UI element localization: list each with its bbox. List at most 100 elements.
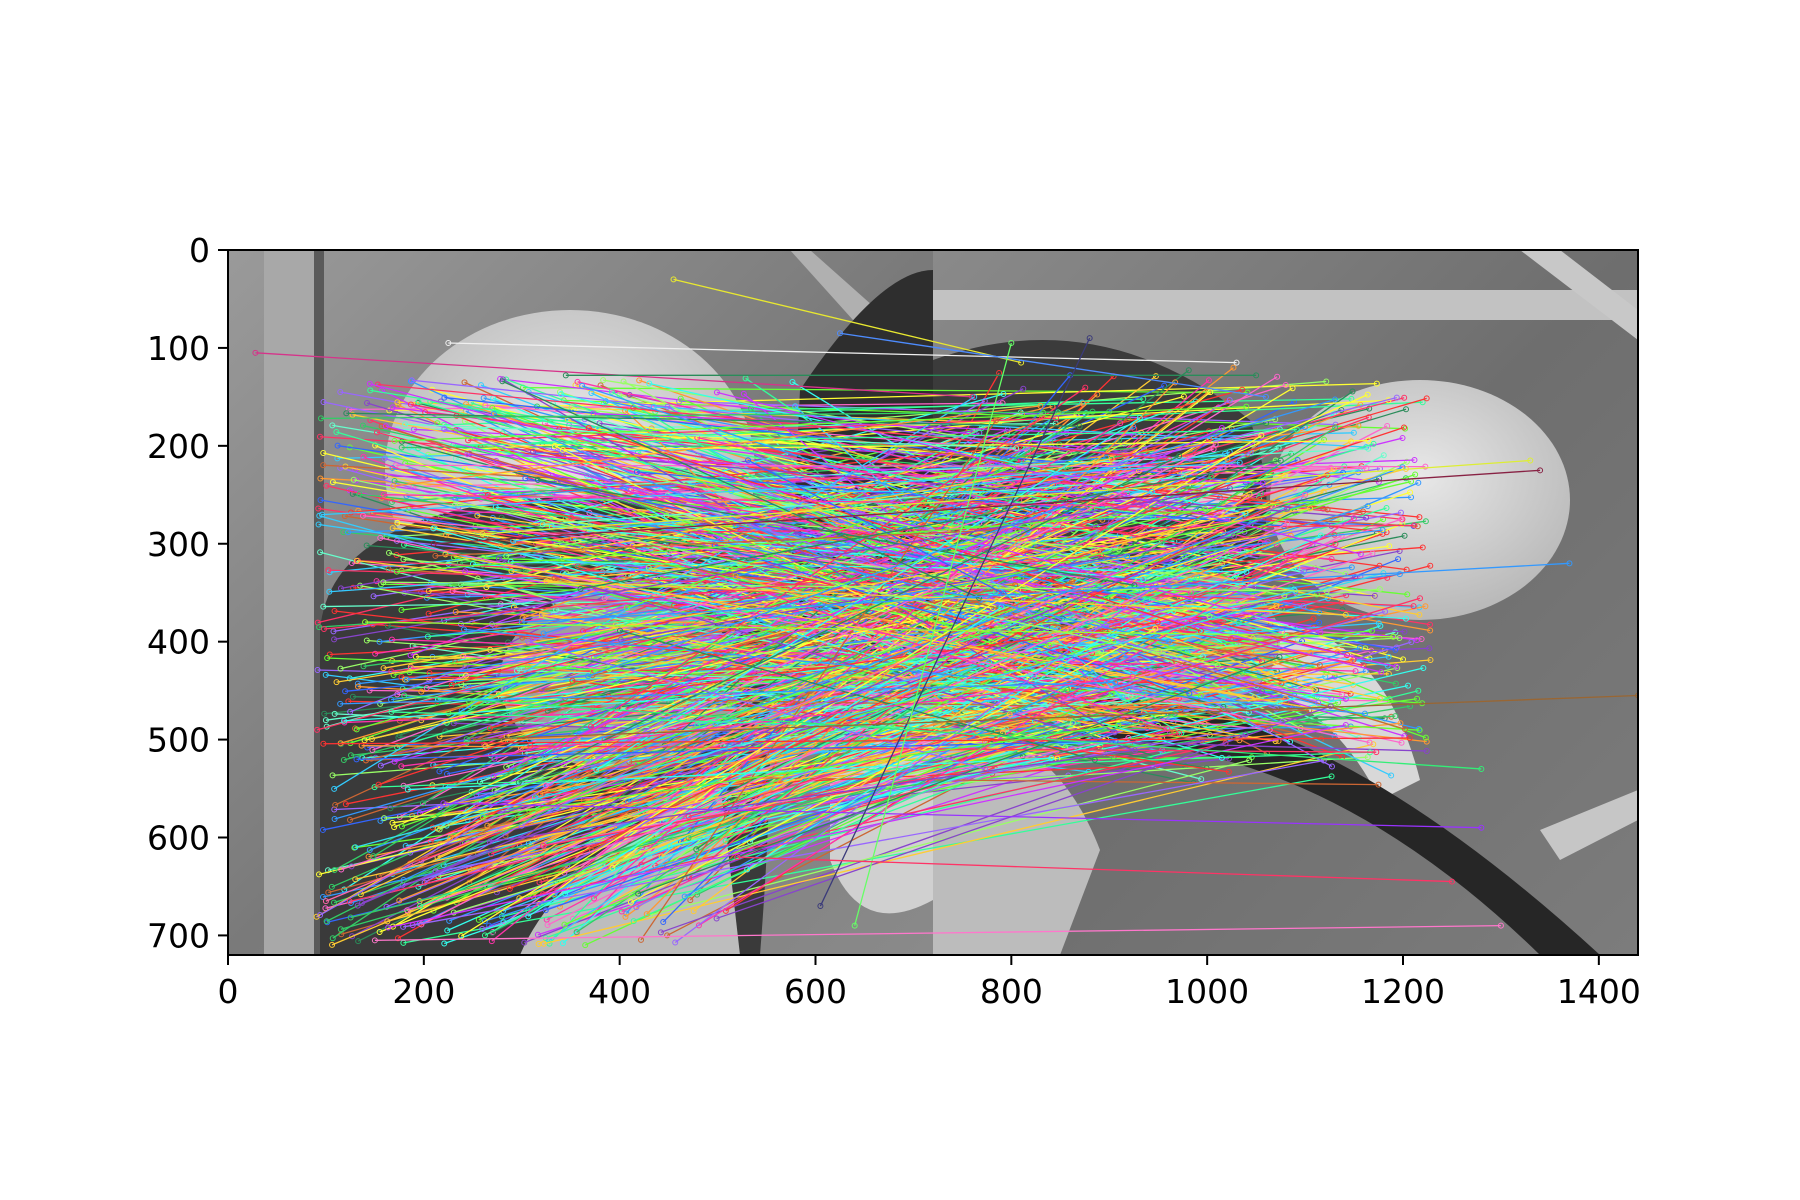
keypoint-marker — [1422, 603, 1429, 610]
keypoint-marker — [403, 676, 410, 683]
keypoint-marker — [630, 918, 637, 925]
keypoint-marker — [480, 395, 487, 402]
x-tick-label: 1000 — [1165, 972, 1249, 1011]
keypoint-marker — [1302, 491, 1309, 498]
keypoint-marker — [360, 422, 367, 429]
keypoint-marker — [544, 922, 551, 929]
keypoint-marker — [337, 388, 344, 395]
keypoint-marker — [425, 587, 432, 594]
keypoint-marker — [486, 725, 493, 732]
keypoint-marker — [1327, 703, 1334, 710]
keypoint-marker — [1208, 473, 1215, 480]
y-tick-label: 400 — [147, 623, 210, 662]
keypoint-marker — [483, 584, 490, 591]
keypoint-marker — [993, 417, 1000, 424]
match-line — [688, 400, 986, 565]
keypoint-marker — [1373, 749, 1380, 756]
keypoint-marker — [1426, 621, 1433, 628]
keypoint-marker — [1497, 922, 1504, 929]
keypoint-marker — [1125, 734, 1132, 741]
keypoint-marker — [1154, 619, 1161, 626]
keypoint-marker — [618, 908, 625, 915]
keypoint-marker — [326, 588, 333, 595]
keypoint-marker — [376, 638, 383, 645]
keypoint-marker — [1064, 686, 1071, 693]
keypoint-marker — [1426, 645, 1433, 652]
match-line — [854, 342, 1012, 926]
keypoint-marker — [1376, 695, 1383, 702]
keypoint-marker — [506, 885, 513, 892]
keypoint-marker — [322, 671, 329, 678]
keypoint-marker — [1275, 444, 1282, 451]
x-axis: 0 200 400 600 800 1000 1200 1400 — [218, 955, 1641, 1011]
keypoint-marker — [444, 927, 451, 934]
keypoint-marker — [462, 401, 469, 408]
x-tick-label: 600 — [784, 972, 847, 1011]
keypoint-marker — [546, 940, 553, 947]
keypoint-marker — [986, 659, 993, 666]
keypoint-marker — [685, 835, 692, 842]
keypoint-marker — [341, 717, 348, 724]
keypoint-marker — [315, 521, 322, 528]
keypoint-marker — [378, 423, 385, 430]
keypoint-marker — [1401, 628, 1408, 635]
keypoint-marker — [398, 438, 405, 445]
keypoint-marker — [252, 349, 259, 356]
keypoint-marker — [573, 929, 580, 936]
match-line — [565, 697, 1310, 712]
keypoint-marker — [404, 786, 411, 793]
match-line — [542, 742, 1226, 895]
keypoint-marker — [1323, 378, 1330, 385]
keypoint-marker — [713, 915, 720, 922]
keypoint-marker — [377, 700, 384, 707]
keypoint-marker — [1321, 436, 1328, 443]
keypoint-marker — [1243, 403, 1250, 410]
keypoint-marker — [1101, 488, 1108, 495]
keypoint-marker — [543, 578, 550, 585]
keypoint-marker — [525, 638, 532, 645]
keypoint-marker — [430, 540, 437, 547]
keypoint-marker — [366, 380, 373, 387]
keypoint-marker — [380, 579, 387, 586]
keypoint-marker — [1236, 459, 1243, 466]
keypoint-marker — [498, 514, 505, 521]
match-line — [403, 759, 1324, 928]
keypoint-marker — [1000, 590, 1007, 597]
keypoint-marker — [314, 666, 321, 673]
keypoint-marker — [1262, 393, 1269, 400]
match-line — [426, 448, 1214, 689]
keypoint-marker — [1108, 455, 1115, 462]
keypoint-marker — [382, 423, 389, 430]
keypoint-marker — [1310, 615, 1317, 622]
match-line — [595, 417, 1141, 771]
keypoint-marker — [441, 394, 448, 401]
keypoint-marker — [744, 866, 751, 873]
keypoint-marker — [432, 552, 439, 559]
keypoint-marker — [1348, 564, 1355, 571]
keypoint-marker — [569, 804, 576, 811]
keypoint-marker — [1223, 549, 1230, 556]
keypoint-marker — [393, 568, 400, 575]
keypoint-marker — [677, 395, 684, 402]
keypoint-marker — [1079, 399, 1086, 406]
keypoint-marker — [628, 893, 635, 900]
keypoint-marker — [1293, 426, 1300, 433]
keypoint-marker — [406, 505, 413, 512]
keypoint-marker — [368, 736, 375, 743]
keypoint-marker — [333, 429, 340, 436]
match-line — [588, 427, 1202, 632]
keypoint-marker — [391, 758, 398, 765]
keypoint-marker — [1404, 591, 1411, 598]
keypoint-marker — [1423, 738, 1430, 745]
keypoint-marker — [486, 838, 493, 845]
match-line — [357, 508, 1288, 907]
keypoint-marker — [388, 708, 395, 715]
match-line — [460, 434, 1262, 937]
keypoint-marker — [851, 922, 858, 929]
keypoint-marker — [579, 382, 586, 389]
match-line — [715, 661, 990, 725]
keypoint-marker — [340, 756, 347, 763]
keypoint-marker — [385, 549, 392, 556]
keypoint-marker — [1253, 372, 1260, 379]
